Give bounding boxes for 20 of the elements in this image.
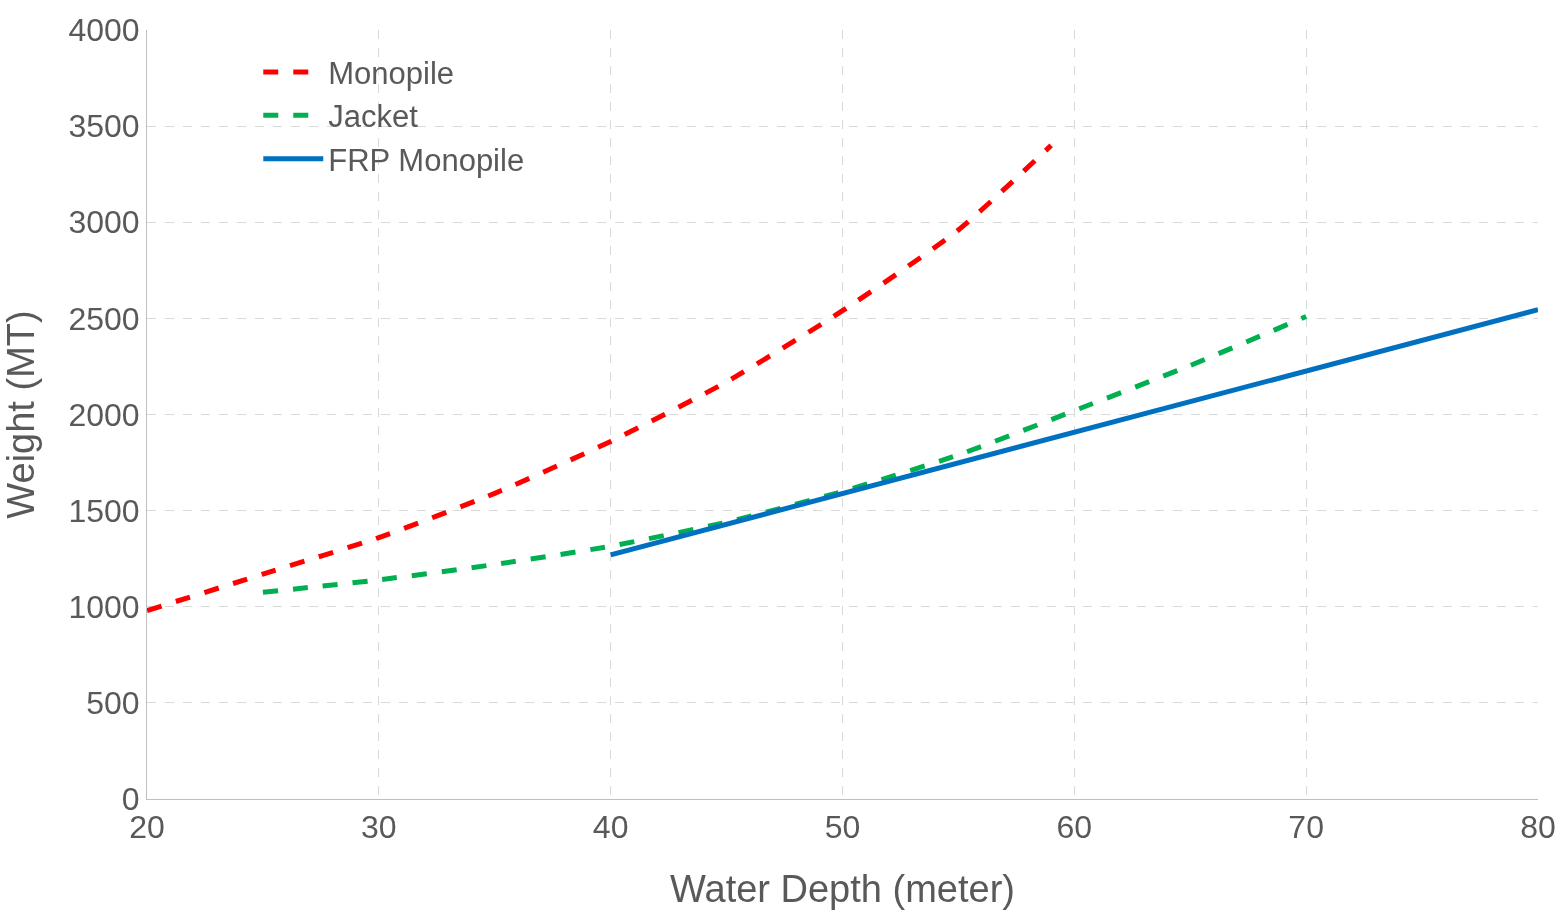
legend-label: Jacket xyxy=(328,99,419,135)
y-tick-label: 1000 xyxy=(68,588,140,625)
y-tick-label: 2500 xyxy=(68,300,140,337)
x-tick-label: 30 xyxy=(361,809,397,846)
y-tick-label: 4000 xyxy=(68,12,140,49)
x-axis-title: Water Depth (meter) xyxy=(670,867,1015,910)
x-tick-label: 40 xyxy=(592,809,629,846)
y-tick-label: 3000 xyxy=(68,204,140,241)
y-tick-label: 2000 xyxy=(68,396,140,433)
x-tick-label: 50 xyxy=(824,809,861,846)
legend-label: Monopile xyxy=(328,56,455,92)
legend-label: FRP Monopile xyxy=(328,142,525,178)
x-tick-label: 70 xyxy=(1288,809,1324,846)
x-tick-label: 80 xyxy=(1520,809,1556,846)
y-tick-label: 1500 xyxy=(68,492,140,529)
x-tick-label: 20 xyxy=(129,809,165,846)
y-axis-title: Weight (MT) xyxy=(0,310,42,519)
y-tick-label: 500 xyxy=(86,685,140,722)
x-tick-label: 60 xyxy=(1056,809,1093,846)
y-tick-label: 3500 xyxy=(68,108,140,145)
